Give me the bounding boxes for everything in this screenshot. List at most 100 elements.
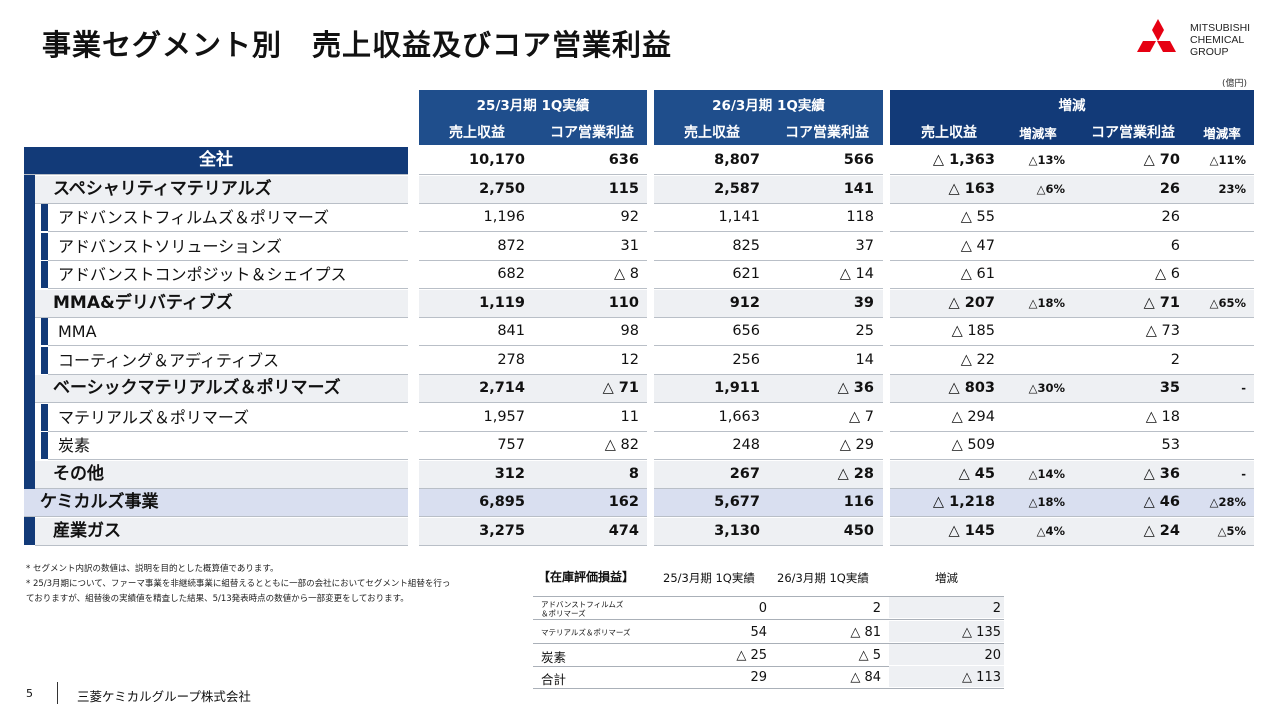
cell-dc: △ 24 — [1143, 522, 1180, 539]
row-divider — [48, 345, 408, 346]
cell-drp — [1001, 432, 1065, 459]
cell-dcp: - — [1241, 466, 1246, 481]
cell-dr: △ 45 — [958, 465, 995, 482]
row-value-band — [890, 460, 1254, 488]
cell-dcp: △5% — [1217, 523, 1246, 538]
cell-c2: 450 — [843, 522, 874, 539]
table-row: スペシャリティマテリアルズ 2,750 115 2,587 141 △ 163 △6% 26 2… — [24, 175, 1254, 204]
row-divider — [419, 402, 647, 403]
inventory-cell-v1: △ 25 — [736, 648, 767, 663]
sub-segment-marker — [41, 432, 48, 459]
row-divider — [654, 259, 883, 261]
table-row: MMA 841 98 656 25 △ 185 △ 73 — [24, 318, 1254, 346]
row-value-band — [654, 489, 883, 516]
cell-dcp — [1186, 233, 1246, 260]
cell-r1: 682 — [497, 266, 525, 282]
row-label-band — [48, 318, 408, 345]
cell-dr: △ 61 — [960, 266, 995, 282]
row-label: ベーシックマテリアルズ＆ポリマーズ — [53, 378, 341, 398]
row-label: MMA — [58, 322, 97, 341]
cell-c1: 12 — [620, 351, 639, 368]
footnotes: * セグメント内訳の数値は、説明を目的とした概算値であります。 * 25/3月期… — [26, 564, 451, 604]
cell-c1: 92 — [620, 209, 639, 225]
cell-r2: 1,141 — [718, 209, 760, 225]
inventory-cell-d: 20 — [984, 648, 1001, 663]
row-divider — [654, 516, 883, 517]
inventory-change-band — [889, 621, 1004, 642]
cell-r1: 2,714 — [479, 380, 525, 396]
sub-segment-marker — [41, 346, 48, 374]
row-divider — [35, 202, 408, 204]
row-label: 産業ガス — [53, 520, 121, 541]
cell-c1: △ 71 — [602, 380, 639, 396]
row-divider — [654, 487, 883, 489]
company-name: 三菱ケミカルグループ株式会社 — [77, 689, 251, 704]
row-divider — [890, 402, 1254, 403]
cell-r1: 10,170 — [469, 152, 525, 168]
sub-segment-marker — [41, 261, 48, 288]
inventory-row-label: 炭素 — [541, 650, 567, 665]
cell-dcp — [1186, 204, 1246, 231]
row-value-band — [419, 375, 647, 402]
row-label: 全社 — [199, 150, 233, 170]
cell-r2: 1,663 — [718, 408, 760, 425]
row-label: アドバンストコンポジット＆シェイプス — [58, 265, 347, 284]
row-label-band — [35, 517, 408, 545]
inventory-cell-v2: 2 — [872, 601, 881, 616]
inventory-row-label: 合計 — [541, 672, 567, 687]
cell-c1: 11 — [620, 408, 639, 425]
cell-dc: 26 — [1161, 209, 1180, 225]
row-divider — [654, 231, 883, 232]
inventory-row-divider — [533, 619, 1004, 620]
row-value-band — [890, 175, 1254, 203]
cell-dc: △ 70 — [1143, 152, 1180, 168]
cell-r2: 3,130 — [714, 522, 760, 539]
cell-c2: 37 — [855, 237, 874, 254]
inventory-cell-v2: △ 81 — [850, 625, 881, 640]
cell-dcp: △65% — [1209, 295, 1246, 310]
cell-dcp — [1186, 347, 1246, 374]
inventory-change-band — [889, 644, 1004, 665]
row-divider — [890, 430, 1254, 432]
cell-r2: 621 — [732, 266, 760, 282]
row-divider — [419, 544, 647, 546]
inventory-cell-d: △ 113 — [962, 670, 1001, 685]
inventory-cell-v2: △ 84 — [850, 670, 881, 685]
cell-r1: 6,895 — [479, 494, 525, 510]
row-divider — [654, 288, 883, 289]
row-label-band — [35, 289, 408, 317]
cell-dr: △ 163 — [948, 180, 995, 197]
row-value-band — [654, 289, 883, 317]
cell-dcp: △28% — [1209, 495, 1246, 509]
cell-c1: 8 — [628, 465, 639, 482]
cell-c1: 98 — [620, 323, 639, 339]
table-row: ケミカルズ事業 6,895 162 5,677 116 △ 1,218 △18% △ 46 △2… — [24, 489, 1254, 517]
inventory-cell-v1: 29 — [750, 670, 767, 685]
row-divider — [654, 544, 883, 546]
row-divider — [419, 373, 647, 375]
cell-c1: △ 82 — [604, 437, 639, 453]
cell-r1: 312 — [494, 465, 525, 482]
cell-c2: △ 7 — [849, 408, 874, 425]
row-value-band — [419, 517, 647, 545]
cell-r2: 825 — [732, 237, 760, 254]
sub-segment-marker — [41, 403, 48, 431]
cell-dr: △ 207 — [948, 294, 995, 311]
inventory-cell-v2: △ 5 — [858, 648, 881, 663]
cell-c1: 474 — [608, 522, 639, 539]
inventory-cell-v1: 0 — [758, 601, 767, 616]
cell-dcp: - — [1241, 381, 1246, 395]
cell-drp — [1001, 404, 1065, 431]
row-label-band — [24, 489, 408, 516]
row-divider — [419, 174, 647, 175]
inventory-header-change: 増減 — [935, 571, 958, 585]
cell-r2: 2,587 — [714, 180, 760, 197]
cell-r1: 1,957 — [483, 408, 525, 425]
row-label: その他 — [53, 463, 104, 484]
row-value-band — [419, 289, 647, 317]
inventory-title: 【在庫評価損益】 — [538, 570, 635, 584]
row-divider — [890, 288, 1254, 289]
sub-segment-marker — [41, 232, 48, 260]
cell-r2: 256 — [732, 351, 760, 368]
cell-r1: 1,196 — [483, 209, 525, 225]
